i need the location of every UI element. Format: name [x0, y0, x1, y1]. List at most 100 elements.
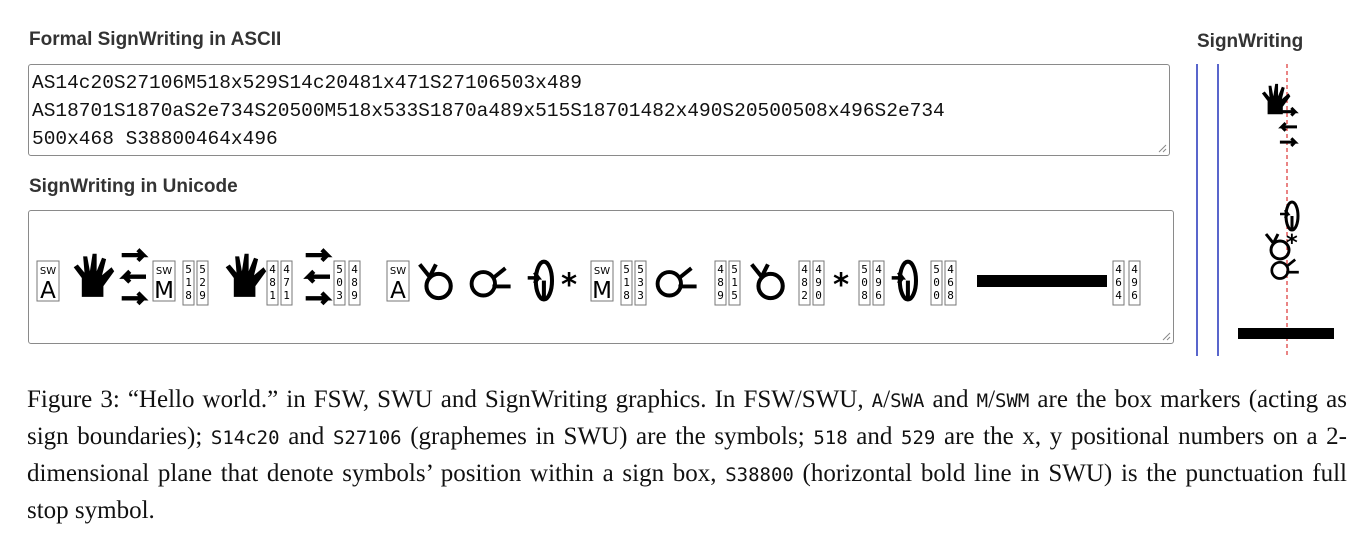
- svg-text:M: M: [154, 278, 174, 304]
- svg-text:8: 8: [185, 289, 192, 302]
- swu-box-marker-m: SWM: [590, 260, 614, 304]
- svg-text:1: 1: [623, 276, 630, 289]
- swu-hand-icon: [73, 253, 115, 297]
- resize-handle-icon[interactable]: [1157, 143, 1167, 153]
- svg-text:3: 3: [637, 276, 644, 289]
- svg-text:0: 0: [933, 289, 940, 302]
- swu-number-x: 500: [930, 260, 943, 306]
- swu-number-y: 468: [944, 260, 957, 306]
- fsw-line-2: AS18701S1870aS2e734S20500M518x533S1870a4…: [32, 100, 945, 122]
- swu-number-y: 490: [812, 260, 825, 306]
- swu-full-stop-bar: [977, 275, 1107, 287]
- full-stop-bar: [1238, 328, 1334, 339]
- swu-arrows-icon: [306, 250, 330, 304]
- swu-number-x: 464: [1112, 260, 1125, 306]
- svg-text:6: 6: [947, 276, 954, 289]
- svg-text:5: 5: [336, 263, 343, 276]
- sw-label: SignWriting: [1197, 31, 1304, 52]
- swu-fish-circle-icon: [469, 266, 513, 298]
- svg-text:0: 0: [815, 289, 822, 302]
- signwriting-panel: [1196, 64, 1334, 356]
- swu-number-y: 496: [872, 260, 885, 306]
- swu-number-x: 482: [798, 260, 811, 306]
- svg-text:6: 6: [1131, 289, 1138, 302]
- fsw-label: Formal SignWriting in ASCII: [29, 29, 282, 50]
- svg-text:5: 5: [199, 263, 206, 276]
- svg-text:8: 8: [947, 289, 954, 302]
- svg-text:9: 9: [199, 289, 206, 302]
- svg-text:5: 5: [861, 263, 868, 276]
- swu-box-marker-m: SWM: [152, 260, 176, 304]
- svg-text:SW: SW: [594, 266, 610, 277]
- svg-text:4: 4: [269, 263, 276, 276]
- swu-textarea[interactable]: * SW A SW M 5 1 8 5 2 9 4 8 1 4 7 1 5 0 3 4 8 9 SW A SW M 5 1 8 5 3 3 4 8…: [28, 210, 1174, 344]
- svg-text:M: M: [592, 278, 612, 304]
- svg-text:8: 8: [801, 276, 808, 289]
- svg-text:6: 6: [1115, 276, 1122, 289]
- svg-text:5: 5: [637, 263, 644, 276]
- fsw-textarea[interactable]: AS14c20S27106M518x529S14c20481x471S27106…: [28, 64, 1170, 156]
- swu-number-x: 518: [620, 260, 633, 306]
- svg-text:6: 6: [875, 289, 882, 302]
- svg-text:4: 4: [351, 263, 358, 276]
- fish-circle-icon: [1270, 258, 1301, 280]
- svg-text:9: 9: [1131, 276, 1138, 289]
- svg-text:4: 4: [1115, 263, 1122, 276]
- swu-number-x: 503: [333, 260, 346, 306]
- swu-box-marker-a: SWA: [386, 260, 410, 304]
- svg-text:4: 4: [1131, 263, 1138, 276]
- swu-star-icon: [561, 267, 578, 303]
- svg-text:9: 9: [815, 276, 822, 289]
- svg-text:5: 5: [623, 263, 630, 276]
- svg-text:9: 9: [875, 276, 882, 289]
- svg-text:9: 9: [351, 289, 358, 302]
- swu-number-x: 489: [714, 260, 727, 306]
- svg-text:4: 4: [875, 263, 882, 276]
- svg-text:8: 8: [351, 276, 358, 289]
- svg-text:5: 5: [933, 263, 940, 276]
- swu-number-y: 489: [348, 260, 361, 306]
- svg-text:4: 4: [801, 263, 808, 276]
- swu-oval-icon: [892, 262, 916, 300]
- svg-text:8: 8: [623, 289, 630, 302]
- hand-icon: [1261, 83, 1291, 115]
- svg-text:1: 1: [269, 289, 276, 302]
- svg-text:8: 8: [269, 276, 276, 289]
- swu-number-y: 496: [1128, 260, 1141, 306]
- swu-hook-circle-icon: [752, 264, 783, 298]
- svg-text:1: 1: [283, 289, 290, 302]
- oval-icon: [1278, 200, 1300, 232]
- svg-text:7: 7: [283, 276, 290, 289]
- svg-text:2: 2: [801, 289, 808, 302]
- swu-box-marker-a: SWA: [36, 260, 60, 304]
- swu-number-x: 508: [858, 260, 871, 306]
- svg-text:SW: SW: [156, 266, 172, 277]
- swu-label: SignWriting in Unicode: [29, 176, 238, 197]
- swu-glyph-strip: * SWASWM518529481471503489SWASWM51853348…: [36, 211, 1141, 345]
- svg-text:A: A: [40, 278, 56, 304]
- swu-number-x: 518: [182, 260, 195, 306]
- swu-fish-circle-icon: [655, 266, 699, 298]
- swu-number-y: 529: [196, 260, 209, 306]
- svg-text:5: 5: [185, 263, 192, 276]
- svg-text:4: 4: [1115, 289, 1122, 302]
- fsw-line-1: AS14c20S27106M518x529S14c20481x471S27106…: [32, 72, 582, 94]
- swu-number-x: 481: [266, 260, 279, 306]
- svg-text:1: 1: [185, 276, 192, 289]
- swu-number-y: 471: [280, 260, 293, 306]
- svg-text:2: 2: [199, 276, 206, 289]
- svg-text:4: 4: [283, 263, 290, 276]
- svg-text:9: 9: [717, 289, 724, 302]
- swu-hook-circle-icon: [420, 264, 451, 298]
- svg-text:SW: SW: [390, 266, 406, 277]
- swu-oval-icon: [528, 262, 552, 300]
- figure-caption: Figure 3: “Hello world.” in FSW, SWU and…: [27, 386, 1348, 524]
- svg-text:8: 8: [861, 289, 868, 302]
- swu-hand-icon: [225, 253, 267, 297]
- svg-text:5: 5: [731, 263, 738, 276]
- svg-text:0: 0: [861, 276, 868, 289]
- svg-text:5: 5: [731, 289, 738, 302]
- resize-handle-icon[interactable]: [1161, 331, 1171, 341]
- svg-text:A: A: [390, 278, 406, 304]
- swu-number-y: 533: [634, 260, 647, 306]
